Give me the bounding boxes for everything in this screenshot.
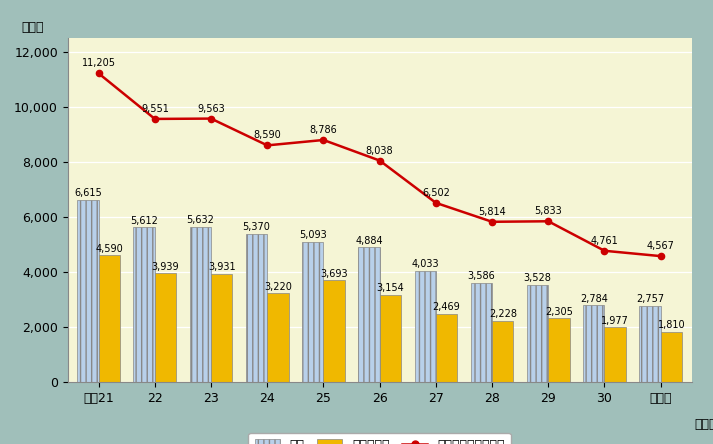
Text: 9,563: 9,563 xyxy=(198,103,225,114)
Bar xyxy=(359,247,379,382)
Text: 8,038: 8,038 xyxy=(366,146,394,155)
Text: 2,784: 2,784 xyxy=(580,293,607,304)
Text: 11,205: 11,205 xyxy=(82,59,116,68)
Text: 4,761: 4,761 xyxy=(590,236,618,246)
Bar xyxy=(548,318,570,382)
Text: 2,228: 2,228 xyxy=(488,309,517,319)
Text: 4,567: 4,567 xyxy=(647,241,674,251)
Text: 8,786: 8,786 xyxy=(309,125,337,135)
Text: （年）: （年） xyxy=(694,418,713,431)
Text: 3,220: 3,220 xyxy=(264,281,292,292)
Bar xyxy=(661,332,682,382)
Text: 5,612: 5,612 xyxy=(130,216,158,226)
Bar xyxy=(246,234,267,382)
Bar xyxy=(492,321,513,382)
Text: （件）: （件） xyxy=(21,21,43,34)
Text: 3,693: 3,693 xyxy=(320,269,348,278)
Text: 3,939: 3,939 xyxy=(152,262,180,272)
Text: 4,884: 4,884 xyxy=(355,236,383,246)
Text: 5,833: 5,833 xyxy=(535,206,562,216)
Text: 8,590: 8,590 xyxy=(253,131,281,140)
Bar xyxy=(605,327,626,382)
Text: 5,370: 5,370 xyxy=(242,222,270,232)
Text: 5,632: 5,632 xyxy=(186,215,215,225)
Bar xyxy=(211,274,232,382)
Text: 1,977: 1,977 xyxy=(601,316,629,326)
Text: 6,615: 6,615 xyxy=(74,188,102,198)
Bar xyxy=(471,283,492,382)
Text: 2,305: 2,305 xyxy=(545,307,573,317)
Text: 2,757: 2,757 xyxy=(636,294,664,304)
Bar xyxy=(583,305,605,382)
Text: 3,931: 3,931 xyxy=(208,262,235,272)
Bar xyxy=(302,242,324,382)
Legend: 放火, 放火の疊い, 放火及び放火の疊い: 放火, 放火の疊い, 放火及び放火の疊い xyxy=(248,433,511,444)
Text: 5,814: 5,814 xyxy=(478,207,506,217)
Text: 5,093: 5,093 xyxy=(299,230,327,240)
Text: 2,469: 2,469 xyxy=(433,302,461,312)
Text: 1,810: 1,810 xyxy=(657,321,685,330)
Bar xyxy=(414,271,436,382)
Bar xyxy=(77,200,98,382)
Bar xyxy=(267,293,289,382)
Bar xyxy=(379,295,401,382)
Bar xyxy=(133,227,155,382)
Text: 4,033: 4,033 xyxy=(411,259,439,269)
Text: 3,154: 3,154 xyxy=(376,283,404,293)
Bar xyxy=(640,306,661,382)
Text: 3,586: 3,586 xyxy=(468,271,496,281)
Bar xyxy=(155,274,176,382)
Bar xyxy=(527,285,548,382)
Text: 4,590: 4,590 xyxy=(96,244,123,254)
Bar xyxy=(98,255,120,382)
Text: 3,528: 3,528 xyxy=(523,273,552,283)
Bar xyxy=(436,314,457,382)
Bar xyxy=(190,227,211,382)
Bar xyxy=(324,280,345,382)
Text: 9,551: 9,551 xyxy=(141,104,169,114)
Text: 6,502: 6,502 xyxy=(422,188,450,198)
